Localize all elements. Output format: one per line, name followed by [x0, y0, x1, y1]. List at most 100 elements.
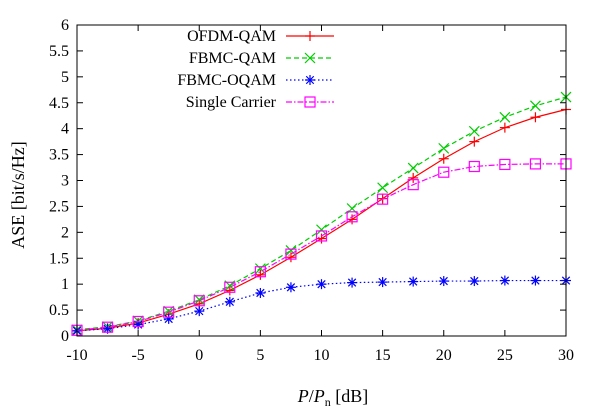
data-point-ofdm-qam: [530, 112, 541, 123]
y-tick-label: 0: [61, 328, 69, 345]
axes: 0 0.5 1 1.5 2 2.5 3 3.5 4 4.5 5 5.5 6 -10 -5 0 5 10 15 20 25…: [49, 17, 574, 364]
legend-label-single-carrier: Single Carrier: [186, 94, 277, 111]
y-tick-label: 4.5: [49, 95, 69, 112]
data-point-ofdm-qam: [469, 136, 480, 147]
legend-marker-fbmc-oqam: [305, 75, 315, 85]
x-tick-label: 15: [375, 347, 391, 364]
series-ofdm-qam: [72, 104, 571, 336]
legend-item-fbmc-qam: FBMC-QAM: [189, 50, 334, 67]
y-tick-label: 0.5: [49, 302, 69, 319]
series-single-carrier: [71, 158, 572, 336]
data-point-single-carrier: [132, 315, 144, 328]
y-tick-label: 5.5: [49, 43, 69, 60]
legend-item-ofdm-qam: OFDM-QAM: [187, 28, 334, 45]
data-point-fbmc-oqam: [408, 276, 419, 287]
data-point-fbmc-oqam: [285, 282, 296, 293]
data-point-fbmc-qam: [407, 162, 419, 174]
x-axis-title-unit: [dB]: [331, 386, 369, 406]
plot-frame: [76, 24, 567, 337]
data-point-fbmc-oqam: [102, 323, 113, 334]
data-point-ofdm-qam: [408, 172, 419, 183]
legend-item-fbmc-oqam: FBMC-OQAM: [177, 72, 334, 89]
data-point-fbmc-oqam: [194, 306, 205, 317]
x-tick-label: 10: [314, 347, 330, 364]
x-axis-title-pn: P: [313, 386, 325, 406]
data-point-single-carrier: [315, 230, 328, 242]
series-line-fbmc-oqam: [76, 279, 566, 332]
data-point-fbmc-oqam: [316, 279, 327, 290]
data-point-fbmc-oqam: [377, 277, 388, 288]
data-point-ofdm-qam: [438, 153, 449, 164]
x-axis-title-subscript: n: [325, 395, 331, 409]
x-tick-label: 25: [497, 347, 513, 364]
legend-item-single-carrier: Single Carrier: [186, 94, 334, 111]
x-axis-title: P/Pn [dB]: [297, 386, 369, 409]
data-point-fbmc-qam: [163, 305, 175, 317]
x-tick-label: 30: [558, 347, 574, 364]
legend: OFDM-QAM FBMC-QAM FBMC-OQAM Single Carrier: [177, 28, 334, 111]
series-fbmc-oqam: [72, 275, 571, 336]
y-tick-label: 3.5: [49, 147, 69, 164]
data-point-fbmc-oqam: [499, 275, 510, 286]
data-point-ofdm-qam: [316, 233, 327, 244]
data-point-single-carrier: [285, 248, 297, 260]
data-point-ofdm-qam: [499, 122, 510, 133]
data-point-single-carrier: [499, 158, 511, 171]
legend-marker-ofdm-qam: [305, 31, 315, 41]
data-point-single-carrier: [468, 160, 480, 173]
data-point-fbmc-oqam: [347, 277, 358, 288]
data-point-single-carrier: [101, 321, 114, 333]
data-point-ofdm-qam: [255, 269, 266, 280]
x-tick-label: -10: [66, 347, 87, 364]
data-point-fbmc-oqam: [255, 287, 266, 298]
data-point-fbmc-qam: [316, 224, 327, 236]
data-point-ofdm-qam: [224, 285, 235, 296]
x-tick-label: 5: [256, 347, 264, 364]
x-tick-label: 20: [436, 347, 452, 364]
x-tick-label: -5: [131, 347, 144, 364]
data-point-single-carrier: [407, 179, 419, 191]
data-point-fbmc-oqam: [163, 313, 174, 324]
x-tick-label: 0: [195, 347, 203, 364]
y-tick-label: 2: [61, 224, 69, 241]
data-point-single-carrier: [193, 295, 205, 307]
data-point-fbmc-qam: [468, 125, 480, 137]
legend-label-fbmc-qam: FBMC-QAM: [189, 50, 276, 67]
data-point-single-carrier: [438, 166, 450, 178]
series-fbmc-qam: [71, 91, 572, 336]
data-point-single-carrier: [254, 266, 266, 278]
y-tick-label: 6: [61, 17, 69, 34]
series-line-fbmc-qam: [76, 96, 567, 331]
y-tick-label: 3: [61, 173, 69, 190]
y-tick-label: 4: [61, 121, 69, 138]
y-axis-title: ASE [bit/s/Hz]: [8, 141, 28, 249]
series-line-ofdm-qam: [76, 108, 567, 332]
data-point-fbmc-oqam: [438, 276, 449, 287]
data-point-single-carrier: [377, 193, 389, 205]
data-point-fbmc-qam: [254, 263, 266, 275]
data-point-ofdm-qam: [285, 252, 296, 263]
data-point-fbmc-oqam: [469, 276, 480, 287]
data-point-fbmc-oqam: [530, 275, 541, 286]
x-axis-title-slash: /: [309, 386, 314, 406]
data-point-fbmc-qam: [530, 100, 541, 112]
data-point-fbmc-oqam: [224, 296, 235, 307]
y-tick-label: 2.5: [49, 198, 69, 215]
legend-label-ofdm-qam: OFDM-QAM: [187, 28, 276, 45]
series-line-single-carrier: [76, 163, 566, 331]
plot-area: [71, 91, 572, 336]
data-point-single-carrier: [346, 211, 358, 223]
data-point-fbmc-qam: [438, 142, 450, 154]
data-point-fbmc-qam: [499, 111, 511, 123]
y-tick-label: 5: [61, 69, 69, 86]
data-point-single-carrier: [163, 306, 175, 318]
y-tick-label: 1: [61, 276, 69, 293]
legend-marker-fbmc-qam: [304, 52, 316, 64]
x-axis-title-p: P: [297, 386, 309, 406]
legend-marker-single-carrier: [304, 96, 316, 108]
data-point-single-carrier: [529, 158, 542, 170]
data-point-fbmc-qam: [377, 182, 389, 194]
data-point-fbmc-qam: [193, 294, 205, 306]
legend-label-fbmc-oqam: FBMC-OQAM: [177, 72, 276, 89]
